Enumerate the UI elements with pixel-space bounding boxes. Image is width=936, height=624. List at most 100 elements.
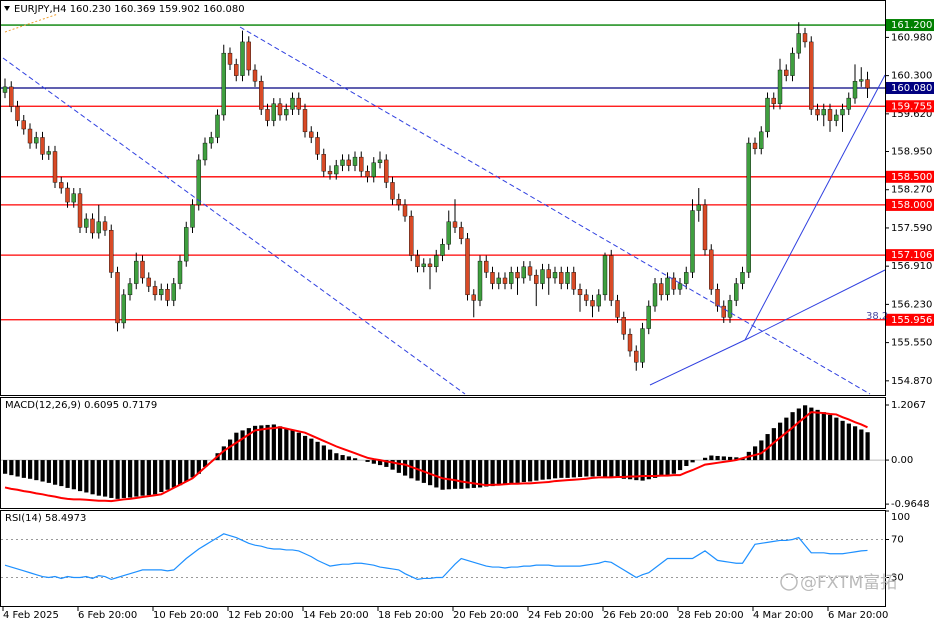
candle-body	[184, 227, 189, 262]
macd-bar	[846, 423, 851, 461]
candle-body	[734, 283, 739, 301]
macd-bar	[321, 445, 326, 461]
candle-body	[652, 283, 658, 307]
macd-bar	[859, 429, 864, 461]
macd-bar	[640, 460, 645, 481]
macd-bar	[453, 460, 458, 489]
macd-bar	[540, 460, 545, 480]
candle-body	[2, 86, 8, 93]
drawing-tools	[2, 13, 886, 395]
candle-body	[202, 142, 208, 161]
trend-line	[744, 74, 886, 341]
candle-body	[315, 137, 320, 155]
candle-body	[796, 33, 801, 54]
candle-body	[815, 109, 820, 116]
candle-body	[615, 300, 620, 318]
macd-bar	[284, 428, 289, 461]
channel-line	[239, 26, 871, 395]
candle-body	[790, 52, 795, 76]
macd-bar	[659, 460, 664, 477]
macd-bar	[203, 460, 208, 467]
candle-body	[534, 274, 539, 284]
candle-body	[115, 272, 120, 324]
watermark: @FXTM富拓	[780, 573, 897, 593]
candle-body	[771, 97, 776, 104]
candle-body	[496, 277, 501, 284]
macd-bar	[159, 460, 164, 493]
candle-body	[602, 255, 608, 296]
candle-body	[609, 255, 614, 301]
candle-body	[84, 218, 89, 228]
candle-body	[502, 277, 508, 284]
candle-body	[365, 170, 370, 177]
candle-body	[746, 142, 751, 273]
candle-body	[665, 277, 670, 296]
macd-bar	[121, 460, 126, 498]
macd-bar	[490, 460, 495, 487]
macd-bar	[96, 460, 101, 496]
macd-bar	[140, 460, 145, 496]
candle-body	[221, 52, 226, 116]
macd-bar	[259, 425, 264, 461]
macd-bar	[190, 460, 195, 478]
candle-body	[715, 289, 720, 307]
candle-body	[509, 272, 514, 284]
candle-body	[421, 263, 426, 267]
y-tick-label: 160.980	[891, 32, 932, 43]
candle-body	[696, 204, 701, 211]
macd-bar	[384, 460, 389, 467]
candle-body	[9, 86, 14, 107]
level-label-bg	[886, 19, 934, 32]
candle-body	[390, 182, 395, 200]
candle-body	[596, 294, 601, 307]
macd-bar	[353, 458, 358, 461]
y-tick-label: 100	[891, 512, 910, 523]
macd-bar	[346, 456, 351, 461]
rsi-line	[4, 533, 868, 581]
candle-body	[515, 272, 520, 279]
candle-body	[90, 218, 95, 234]
macd-bar	[396, 460, 401, 473]
candle-body	[840, 109, 845, 116]
y-tick-label: 158.950	[891, 147, 932, 158]
candle-body	[852, 81, 858, 99]
candle-body	[140, 260, 145, 279]
level-label-bg	[886, 81, 934, 94]
candle-body	[440, 244, 445, 256]
macd-bar	[646, 460, 651, 480]
candle-body	[96, 221, 101, 234]
trend-line	[744, 269, 886, 341]
candle-body	[590, 300, 595, 307]
candle-body	[446, 221, 451, 245]
macd-bar	[65, 460, 70, 488]
candle-body	[621, 317, 626, 335]
candle-body	[171, 283, 176, 301]
candle-body	[465, 238, 470, 296]
macd-bar	[115, 460, 120, 499]
macd-bar	[534, 460, 539, 481]
macd-bar	[178, 460, 183, 486]
candle-body	[402, 204, 408, 217]
macd-bar	[834, 417, 839, 461]
menu-arrow[interactable]	[4, 6, 10, 11]
macd-bar	[46, 460, 51, 483]
macd-bar	[821, 412, 826, 461]
candle-body	[240, 41, 245, 76]
macd-bar	[578, 460, 583, 477]
candle-body	[15, 106, 20, 121]
macd-bar	[778, 422, 783, 461]
y-tick-label: 154.870	[891, 376, 932, 387]
candle-body	[484, 260, 489, 273]
macd-bar	[165, 460, 170, 490]
candle-body	[627, 333, 633, 352]
y-tick-label: 156.910	[891, 261, 932, 272]
candle-body	[34, 137, 39, 144]
macd-bar	[609, 460, 614, 478]
candle-body	[359, 156, 364, 172]
x-tick-label: 26 Feb 20:00	[603, 610, 669, 621]
macd-bar	[415, 460, 420, 481]
candle-body	[821, 109, 826, 116]
y-tick-label: 155.550	[891, 338, 932, 349]
candle-body	[721, 305, 726, 318]
macd-bar	[734, 457, 739, 461]
